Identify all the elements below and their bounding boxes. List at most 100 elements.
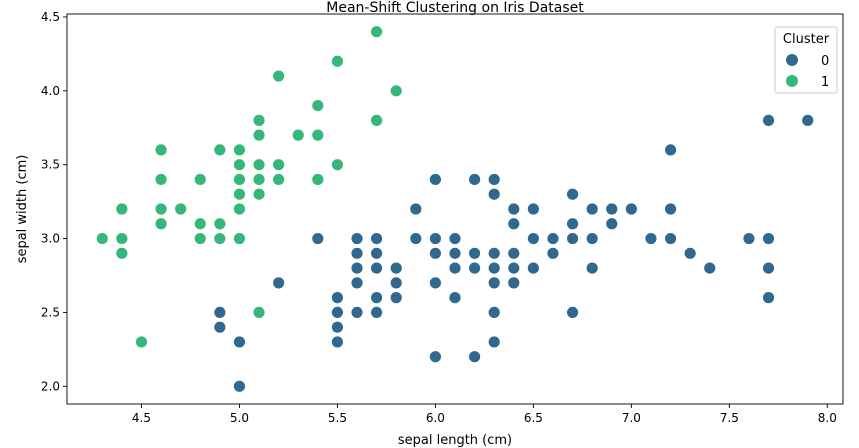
- data-point-cluster-0: [605, 217, 619, 231]
- legend-label: 0: [821, 54, 829, 69]
- x-tick-label: 6.0: [426, 411, 445, 425]
- data-point-cluster-0: [742, 232, 756, 245]
- data-point-cluster-0: [350, 306, 364, 319]
- data-point-cluster-0: [429, 173, 442, 186]
- data-point-cluster-0: [507, 276, 521, 290]
- data-point-cluster-0: [487, 187, 501, 201]
- data-point-cluster-0: [507, 246, 521, 260]
- data-points: [95, 25, 815, 393]
- data-point-cluster-1: [213, 217, 227, 231]
- data-point-cluster-1: [252, 187, 266, 201]
- x-axis: 4.5 5.0 5.5 6.0 6.5 7.0 7.5 8.0: [132, 404, 837, 425]
- data-point-cluster-0: [585, 261, 599, 275]
- data-point-cluster-1: [115, 202, 129, 216]
- data-point-cluster-0: [429, 350, 442, 364]
- x-tick-label: 7.0: [622, 411, 641, 425]
- data-point-cluster-0: [429, 246, 442, 260]
- data-point-cluster-1: [233, 173, 246, 186]
- data-point-cluster-0: [468, 173, 481, 186]
- data-point-cluster-1: [154, 143, 168, 157]
- data-point-cluster-1: [252, 128, 266, 142]
- chart-title: Mean-Shift Clustering on Iris Dataset: [326, 0, 584, 16]
- x-tick-label: 8.0: [818, 411, 837, 425]
- data-point-cluster-1: [311, 99, 325, 112]
- data-point-cluster-1: [193, 173, 207, 186]
- plot-frame: [66, 13, 844, 405]
- data-point-cluster-1: [272, 173, 286, 186]
- data-point-cluster-0: [644, 232, 658, 245]
- data-point-cluster-0: [389, 261, 403, 275]
- data-point-cluster-1: [213, 232, 227, 245]
- data-point-cluster-1: [252, 173, 266, 186]
- data-point-cluster-0: [762, 261, 775, 275]
- data-point-cluster-0: [331, 320, 344, 334]
- data-point-cluster-0: [585, 202, 599, 216]
- data-point-cluster-0: [526, 202, 540, 216]
- data-point-cluster-1: [233, 158, 246, 172]
- data-point-cluster-1: [154, 217, 168, 231]
- data-point-cluster-0: [213, 306, 227, 319]
- data-point-cluster-0: [468, 246, 481, 260]
- data-point-cluster-1: [291, 128, 305, 142]
- data-point-cluster-1: [389, 84, 403, 98]
- data-point-cluster-0: [350, 261, 364, 275]
- data-point-cluster-0: [487, 173, 501, 186]
- data-point-cluster-1: [311, 128, 325, 142]
- data-point-cluster-0: [683, 246, 697, 260]
- x-tick-label: 4.5: [132, 411, 151, 425]
- y-tick-label: 3.0: [41, 232, 60, 246]
- data-point-cluster-0: [370, 246, 384, 260]
- data-point-cluster-0: [468, 350, 481, 364]
- data-point-cluster-0: [233, 335, 246, 349]
- data-point-cluster-0: [370, 261, 384, 275]
- data-point-cluster-0: [448, 246, 462, 260]
- data-point-cluster-1: [193, 217, 207, 231]
- data-point-cluster-1: [233, 143, 246, 157]
- data-point-cluster-0: [331, 335, 344, 349]
- data-point-cluster-0: [429, 232, 442, 245]
- data-point-cluster-0: [526, 232, 540, 245]
- y-tick-label: 4.5: [41, 10, 60, 24]
- data-point-cluster-0: [664, 143, 677, 157]
- legend-title: Cluster: [783, 32, 830, 47]
- data-point-cluster-1: [193, 232, 207, 245]
- y-tick-label: 3.5: [41, 158, 60, 172]
- y-tick-label: 2.5: [41, 305, 60, 319]
- data-point-cluster-1: [311, 173, 325, 186]
- data-point-cluster-1: [252, 113, 266, 127]
- data-point-cluster-0: [389, 291, 403, 305]
- data-point-cluster-1: [233, 187, 246, 201]
- data-point-cluster-1: [233, 202, 246, 216]
- data-point-cluster-0: [389, 276, 403, 290]
- data-point-cluster-1: [331, 158, 344, 172]
- data-point-cluster-0: [448, 261, 462, 275]
- data-point-cluster-0: [487, 261, 501, 275]
- data-point-cluster-0: [566, 217, 579, 231]
- data-point-cluster-1: [370, 25, 384, 39]
- data-point-cluster-0: [370, 306, 384, 319]
- data-point-cluster-0: [487, 276, 501, 290]
- data-point-cluster-0: [507, 202, 521, 216]
- data-point-cluster-0: [664, 202, 677, 216]
- data-point-cluster-0: [762, 291, 775, 305]
- data-point-cluster-1: [115, 232, 129, 245]
- data-point-cluster-1: [174, 202, 188, 216]
- data-point-cluster-0: [331, 306, 344, 319]
- data-point-cluster-0: [311, 232, 325, 245]
- data-point-cluster-0: [370, 291, 384, 305]
- data-point-cluster-0: [566, 306, 579, 319]
- data-point-cluster-0: [546, 232, 560, 245]
- data-point-cluster-1: [252, 158, 266, 172]
- x-axis-label: sepal length (cm): [398, 433, 512, 448]
- data-point-cluster-0: [703, 261, 717, 275]
- x-tick-label: 6.5: [524, 411, 543, 425]
- data-point-cluster-1: [272, 69, 286, 83]
- data-point-cluster-0: [801, 113, 815, 127]
- data-point-cluster-0: [409, 232, 423, 245]
- data-point-cluster-1: [370, 113, 384, 127]
- data-point-cluster-0: [448, 232, 462, 245]
- data-point-cluster-0: [566, 232, 579, 245]
- data-point-cluster-0: [585, 232, 599, 245]
- data-point-cluster-0: [370, 232, 384, 245]
